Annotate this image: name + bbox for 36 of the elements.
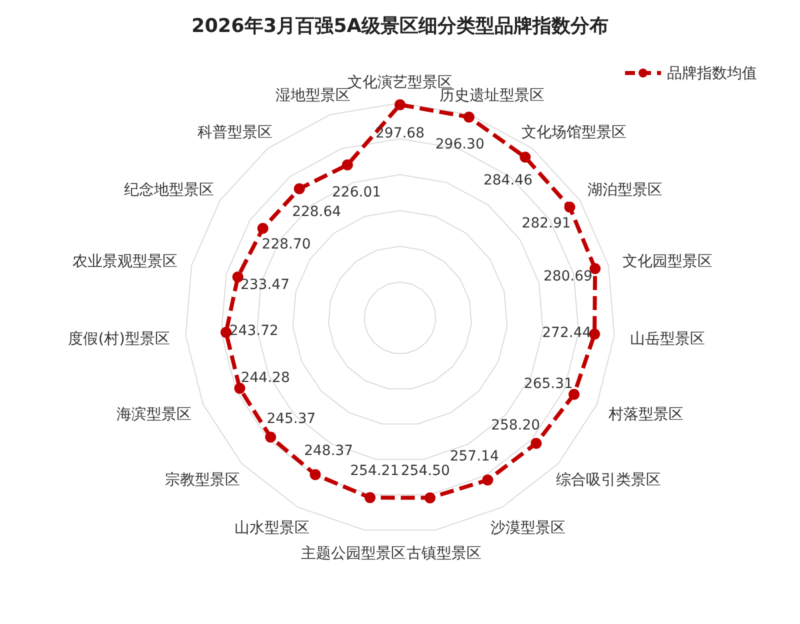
text: 297.68	[376, 126, 424, 142]
text: 244.28	[240, 370, 290, 386]
spoke-label: 山水型景区	[234, 518, 310, 536]
spoke-label: 海滨型景区	[116, 405, 192, 424]
spoke-label: 山岳型景区	[630, 330, 706, 348]
text: 282.91	[522, 215, 571, 232]
spoke-label: 村落型景区	[607, 405, 684, 424]
text: 258.20	[491, 417, 540, 434]
spoke-label: 综合吸引类景区	[556, 470, 662, 489]
text: 265.31	[524, 376, 573, 392]
text: 226.01	[332, 184, 382, 200]
spoke-label: 文化园型景区	[622, 252, 713, 270]
spoke-label: 文化场馆型景区	[522, 122, 627, 141]
text: 248.37	[304, 442, 354, 459]
text: 228.64	[292, 204, 342, 220]
spoke-label: 度假(村)型景区	[68, 330, 170, 348]
text: 280.69	[543, 268, 592, 284]
text: 254.21	[350, 463, 400, 480]
spoke-label: 湖泊型景区	[587, 180, 662, 198]
text: 254.50	[400, 463, 450, 480]
text: 257.14	[450, 448, 499, 464]
spoke-label: 主题公园型景区	[300, 544, 406, 562]
text: 243.72	[229, 323, 278, 340]
spoke-label: 沙漠型景区	[490, 518, 566, 536]
text: 296.30	[435, 136, 484, 153]
spoke-label: 湿地型景区	[275, 86, 350, 104]
text: 228.70	[262, 236, 311, 253]
spoke-label: 纪念地型景区	[124, 180, 214, 198]
text: 233.47	[240, 276, 290, 293]
chart-title: 2026年3月百强5A级景区细分类型品牌指数分布	[191, 15, 609, 37]
spoke-label: 古镇型景区	[406, 544, 482, 562]
text: 284.46	[483, 172, 532, 188]
spoke-label: 科普型景区	[198, 122, 273, 141]
text: 245.37	[266, 411, 316, 428]
spoke-label: 宗教型景区	[164, 470, 240, 489]
spoke-label: 农业景观型景区	[72, 252, 178, 270]
